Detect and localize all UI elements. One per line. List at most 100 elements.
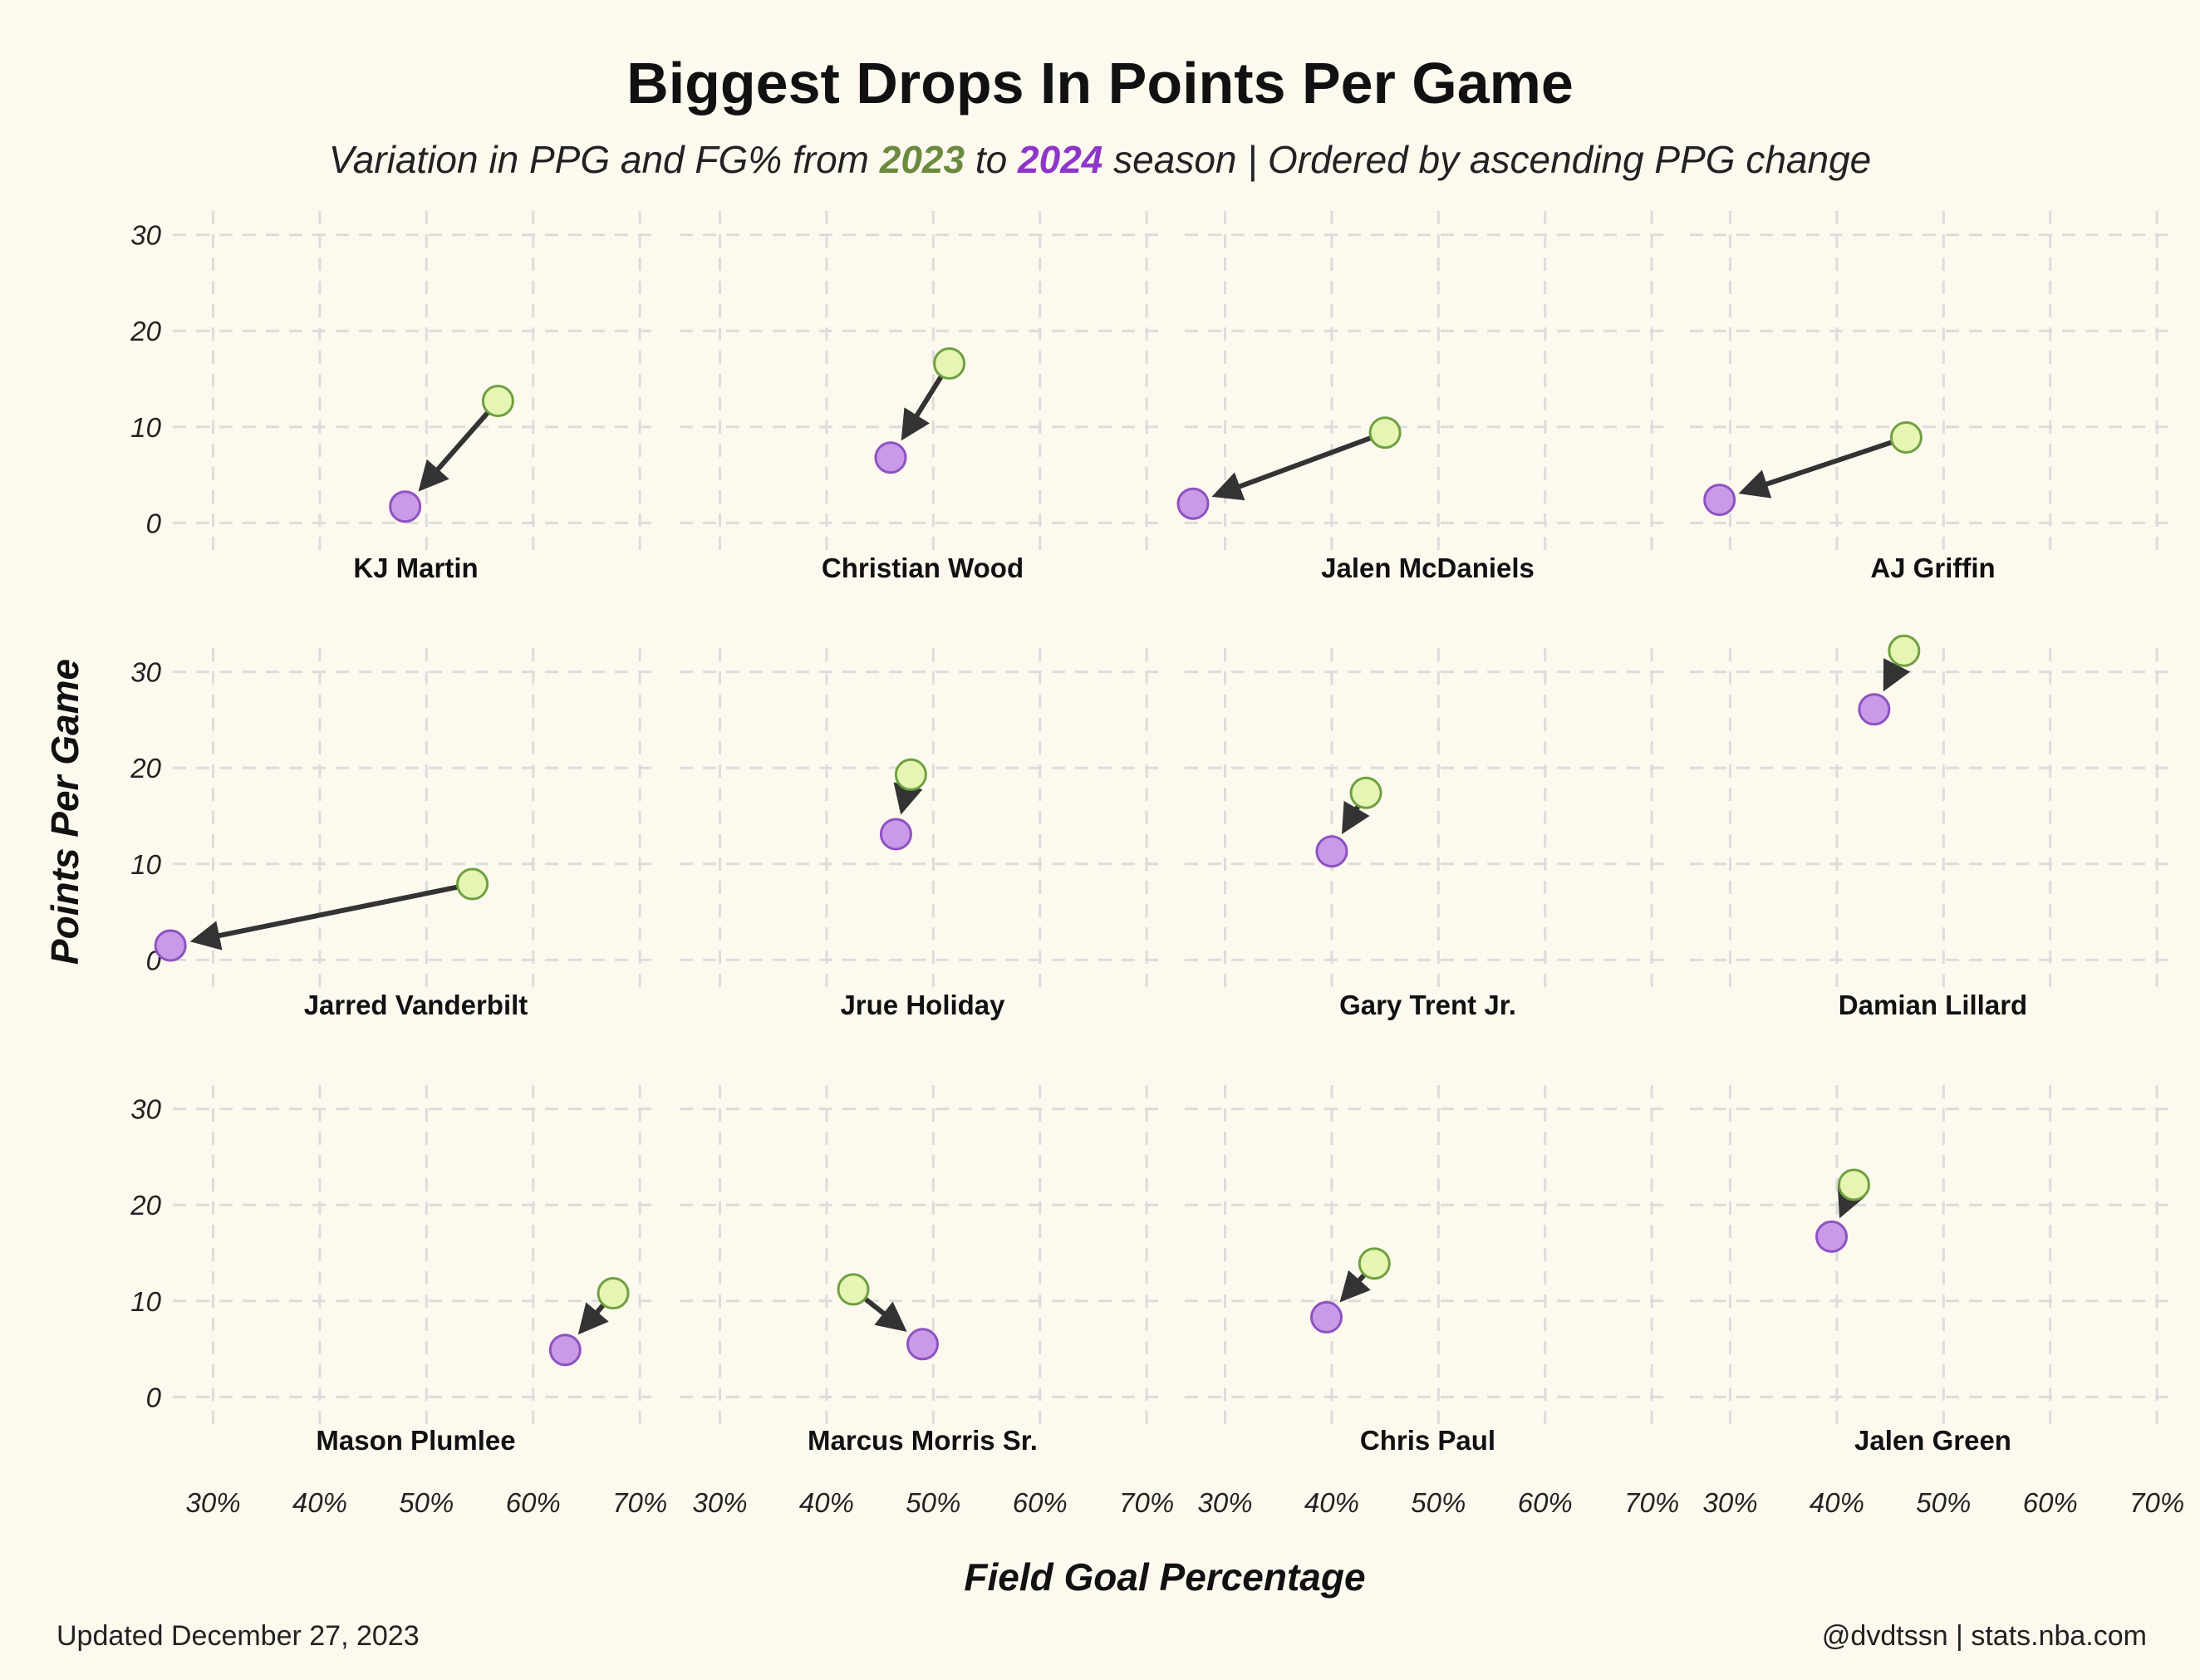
x-tick-label: 70% [1624,1487,1679,1518]
point-2024 [906,1328,939,1361]
panel: 0 10 20 30 Mason Plumlee [130,1085,660,1456]
y-tick-label: 20 [130,1190,161,1221]
change-arrow [1211,434,1376,501]
x-tick-label: 40% [799,1487,854,1518]
y-tick-label: 10 [130,1286,161,1317]
x-tick-label: 70% [1119,1487,1174,1518]
change-arrow [1883,658,1911,692]
point-2023 [1888,634,1921,667]
x-tick-labels: 30% 40% 50% 60% 70% 30% 40% 50% 60% 70% 30% 40% 50% 6… [185,1487,2184,1518]
point-2024 [1858,693,1891,726]
point-2023 [481,385,514,418]
point-2023 [1889,420,1923,454]
point-2023 [1368,416,1402,449]
point-2023 [1837,1168,1870,1201]
point-2023 [1349,776,1382,809]
point-2024 [1315,835,1348,868]
panel: Jalen McDaniels [1176,211,1672,583]
point-2024 [879,818,912,851]
x-tick-label: 60% [2023,1487,2078,1518]
y-tick-label: 20 [130,753,161,784]
x-axis-label: Field Goal Percentage [964,1555,1365,1599]
y-tick-label: 30 [130,657,161,688]
x-tick-label: 40% [1304,1487,1359,1518]
y-axis-label: Points Per Game [43,659,86,965]
panel: Damian Lillard [1690,634,2178,1020]
point-2024 [154,929,187,962]
panel: AJ Griffin [1690,211,2178,583]
panel: Gary Trent Jr. [1185,648,1672,1020]
change-arrow [1339,1270,1371,1303]
x-tick-label: 50% [906,1487,960,1518]
panel-player-name: Jarred Vanderbilt [304,990,528,1020]
x-tick-label: 30% [1702,1487,1757,1518]
panels-group: 0 10 20 30 KJ Martin Christian Wood Jalen McDa… [130,211,2178,1456]
panel: Chris Paul [1185,1085,1672,1456]
subtitle-middle: to [965,138,1018,181]
chart-subtitle: Variation in PPG and FG% from 2023 to 20… [329,138,1872,181]
x-tick-label: 60% [506,1487,561,1518]
footer-updated: Updated December 27, 2023 [56,1620,420,1652]
panel: 0 10 20 30 KJ Martin [130,211,660,583]
panel-player-name: AJ Griffin [1870,553,1995,583]
x-tick-label: 50% [1916,1487,1971,1518]
point-2024 [1815,1220,1849,1253]
y-tick-label: 0 [146,508,162,538]
panel-player-name: Jalen McDaniels [1321,553,1535,583]
panel-player-name: Christian Wood [822,553,1024,583]
change-arrow [418,408,493,492]
x-tick-label: 30% [692,1487,747,1518]
panel: Christian Wood [680,211,1167,583]
x-tick-label: 50% [399,1487,454,1518]
y-tick-label: 30 [130,220,161,251]
panel-player-name: Jalen Green [1854,1425,2011,1456]
point-2023 [933,347,966,381]
panel-player-name: Mason Plumlee [316,1425,515,1456]
subtitle-year-from: 2023 [879,138,965,181]
chart-title: Biggest Drops In Points Per Game [626,51,1574,115]
x-tick-label: 40% [1810,1487,1864,1518]
y-tick-label: 10 [130,849,161,880]
x-tick-label: 50% [1411,1487,1466,1518]
y-tick-label: 0 [146,1382,162,1412]
y-tick-label: 10 [130,412,161,443]
panel-player-name: Jrue Holiday [840,990,1005,1020]
x-tick-label: 30% [1197,1487,1252,1518]
x-tick-label: 70% [2129,1487,2184,1518]
panel: Jalen Green [1690,1085,2178,1456]
x-tick-label: 40% [292,1487,347,1518]
change-arrow [189,883,462,951]
point-2023 [1358,1247,1391,1280]
point-2024 [874,441,907,474]
panel: Marcus Morris Sr. [680,1085,1167,1456]
point-2024 [1310,1300,1343,1334]
change-arrow [861,1294,907,1332]
panel-player-name: Damian Lillard [1839,990,2027,1020]
panel: Jrue Holiday [680,648,1167,1020]
x-tick-label: 30% [185,1487,240,1518]
change-arrow [1738,439,1897,499]
x-tick-label: 60% [1013,1487,1068,1518]
x-tick-label: 60% [1518,1487,1573,1518]
footer-source: @dvdtssn | stats.nba.com [1822,1620,2147,1652]
x-tick-label: 70% [612,1487,667,1518]
point-2024 [389,490,422,523]
subtitle-year-to: 2024 [1017,138,1102,181]
point-2024 [1176,487,1210,520]
subtitle-prefix: Variation in PPG and FG% from [329,138,880,181]
panel-player-name: Marcus Morris Sr. [808,1425,1038,1456]
y-tick-label: 20 [130,316,161,346]
subtitle-suffix: season | Ordered by ascending PPG change [1102,138,1871,181]
change-arrow [901,371,945,441]
point-2023 [837,1273,870,1306]
point-2023 [456,867,489,901]
change-arrow [1342,800,1370,835]
point-2023 [597,1277,630,1310]
point-2024 [1703,484,1736,517]
point-2023 [894,758,927,791]
y-tick-label: 30 [130,1094,161,1125]
panel-player-name: Gary Trent Jr. [1339,990,1516,1020]
panel-player-name: KJ Martin [353,553,478,583]
